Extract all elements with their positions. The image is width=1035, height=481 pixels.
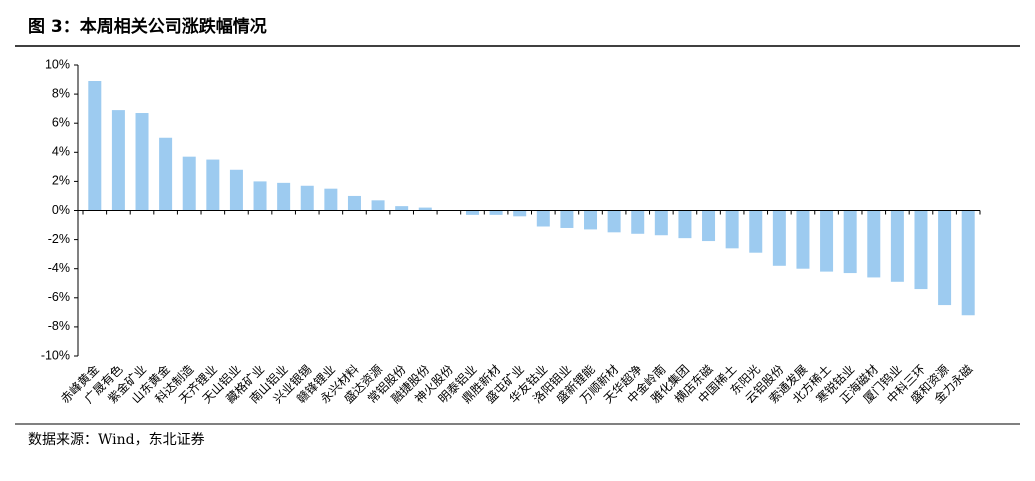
bar: [890, 210, 904, 282]
source: 数据来源：Wind，东北证券: [28, 432, 205, 448]
bar: [395, 206, 409, 211]
bar: [324, 188, 338, 211]
chart-title: 图 3：本周相关公司涨跌幅情况: [28, 16, 267, 37]
bar: [938, 210, 952, 306]
bar: [489, 210, 503, 215]
bar: [300, 185, 314, 211]
y-tick-label: 8%: [52, 86, 70, 100]
bar: [820, 210, 834, 272]
bar: [371, 200, 385, 211]
bar: [513, 210, 527, 217]
bar: [111, 110, 125, 211]
bar: [135, 113, 149, 211]
bar: [702, 210, 716, 242]
y-tick-label: 6%: [52, 115, 70, 129]
y-tick-label: -10%: [41, 348, 70, 362]
bar: [914, 210, 928, 290]
bar: [678, 210, 692, 239]
bar: [347, 195, 361, 211]
y-tick-label: 4%: [52, 145, 70, 159]
y-tick-label: 2%: [52, 174, 70, 188]
bar: [88, 81, 102, 211]
bar: [584, 210, 598, 230]
bar: [182, 156, 196, 211]
bar: [536, 210, 550, 227]
bar: [961, 210, 975, 316]
bar: [749, 210, 763, 253]
bar: [796, 210, 810, 269]
y-tick-label: 0%: [52, 203, 70, 217]
bar: [229, 169, 243, 211]
bar: [772, 210, 786, 266]
bar: [465, 210, 479, 215]
y-tick-label: -8%: [48, 319, 70, 333]
bar: [253, 181, 267, 211]
bar: [654, 210, 668, 236]
bar: [206, 159, 220, 211]
y-tick-label: -2%: [48, 232, 70, 246]
bar: [159, 137, 173, 211]
bar: [843, 210, 857, 274]
bar: [631, 210, 645, 234]
bar: [560, 210, 574, 228]
y-tick-label: -6%: [48, 290, 70, 304]
y-tick-label: 10%: [45, 57, 70, 71]
bar: [418, 207, 432, 211]
bar: [867, 210, 881, 278]
bar: [607, 210, 621, 233]
y-tick-label: -4%: [48, 261, 70, 275]
bar: [277, 182, 291, 211]
bar: [725, 210, 739, 249]
